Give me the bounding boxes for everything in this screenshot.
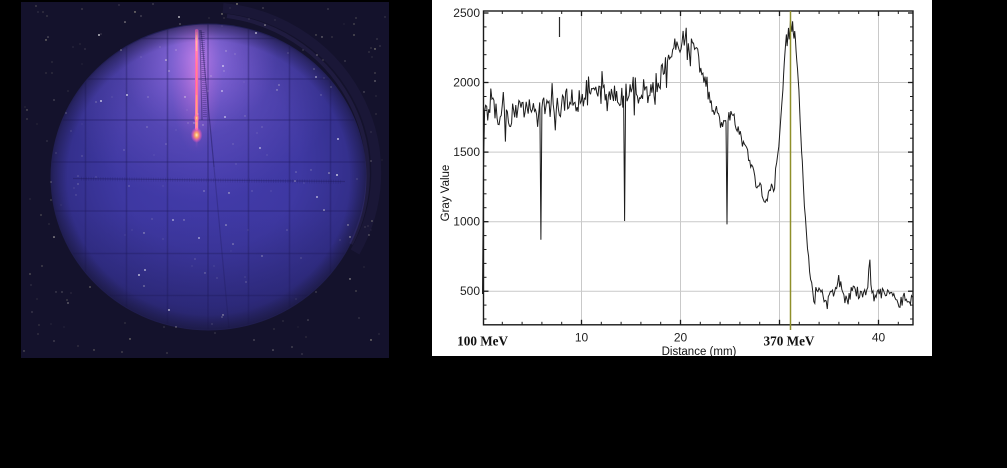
- svg-text:100 MeV: 100 MeV: [457, 334, 508, 349]
- svg-text:500: 500: [460, 284, 480, 298]
- svg-text:1000: 1000: [453, 215, 480, 229]
- svg-text:40: 40: [872, 331, 886, 345]
- svg-text:2500: 2500: [453, 6, 480, 20]
- svg-text:370 MeV: 370 MeV: [764, 334, 815, 349]
- svg-text:20: 20: [674, 331, 688, 345]
- svg-text:1500: 1500: [453, 145, 480, 159]
- svg-text:10: 10: [575, 331, 589, 345]
- svg-text:2000: 2000: [453, 76, 480, 90]
- svg-text:Gray Value: Gray Value: [440, 165, 452, 222]
- svg-text:Distance (mm): Distance (mm): [662, 346, 737, 356]
